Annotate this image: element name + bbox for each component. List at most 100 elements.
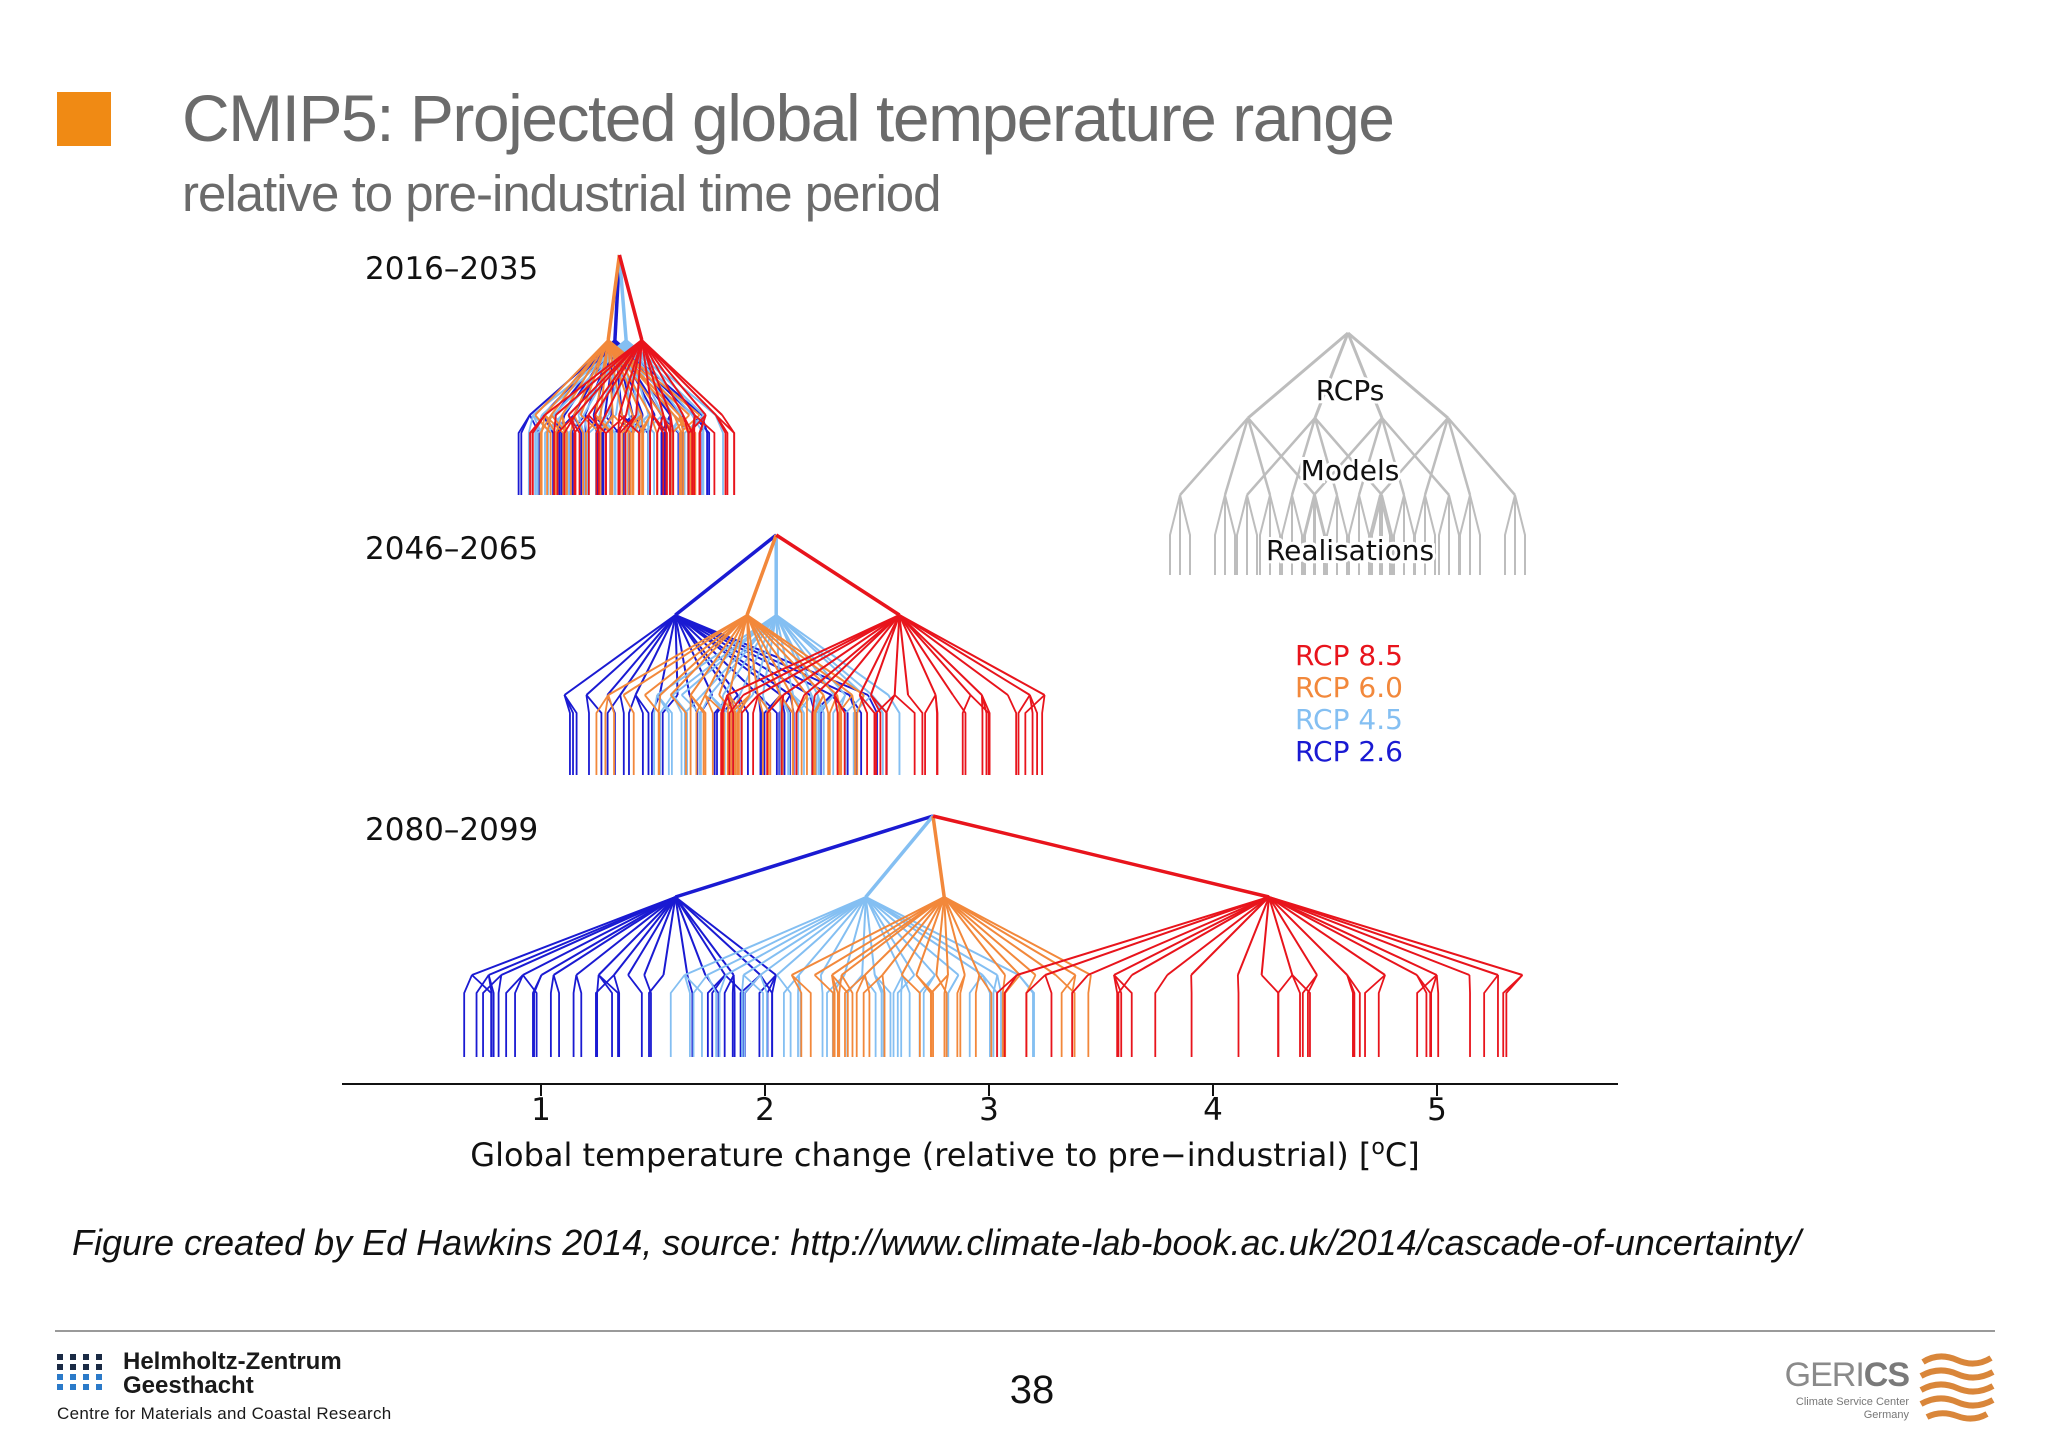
model-branch: [746, 614, 808, 696]
realisation-branch: [585, 694, 590, 775]
realisation-branch: [607, 694, 615, 775]
realisation-branch: [497, 974, 503, 1057]
realisation-branch: [606, 694, 621, 775]
realisation-branch: [870, 694, 882, 775]
realisation-branch: [596, 974, 600, 1057]
schematic-branch: [1336, 494, 1348, 575]
realisation-branch: [1291, 974, 1301, 1057]
realisation-branch: [482, 974, 502, 1057]
realisation-branch: [1028, 694, 1034, 775]
realisation-branch: [546, 414, 553, 495]
slide-subtitle: relative to pre-industrial time period: [182, 165, 942, 222]
x-tick-label: 2: [755, 1092, 775, 1128]
realisation-branch: [563, 694, 578, 775]
realisation-branch: [947, 974, 960, 1057]
realisation-branch: [844, 974, 866, 1057]
realisation-branch: [552, 974, 560, 1057]
model-branch: [544, 339, 643, 416]
realisation-branch: [561, 414, 568, 495]
realisation-branch: [1364, 974, 1386, 1057]
model-branch: [943, 896, 1021, 976]
realisation-branch: [892, 974, 904, 1057]
realisation-branch: [934, 694, 938, 775]
realisation-branch: [815, 694, 835, 775]
realisation-branch: [522, 974, 538, 1057]
realisation-branch: [961, 694, 972, 775]
realisation-branch: [739, 974, 761, 1057]
realisation-branch: [822, 694, 830, 775]
model-branch: [776, 896, 867, 976]
model-branch: [858, 614, 901, 696]
model-branch: [1016, 896, 1270, 976]
realisation-branch: [741, 974, 745, 1057]
realisation-branch: [981, 694, 991, 775]
realisation-branch: [838, 974, 843, 1057]
model-branch: [869, 614, 901, 696]
realisation-branch: [563, 694, 574, 775]
schematic-branch: [1291, 494, 1303, 575]
realisation-branch: [924, 694, 937, 775]
realisation-branch: [935, 974, 948, 1057]
realisation-branch: [875, 694, 896, 775]
model-branch: [585, 614, 677, 696]
realisation-branch: [657, 694, 662, 775]
model-branch: [915, 896, 946, 976]
schematic-branch: [1281, 494, 1293, 575]
realisation-branch: [728, 694, 745, 775]
rcp-branch: [931, 815, 946, 898]
schematic-branch: [1246, 417, 1272, 496]
model-branch: [574, 339, 643, 416]
realisation-branch: [996, 974, 1018, 1057]
model-branch: [627, 896, 677, 976]
realisation-branch: [980, 694, 988, 775]
model-branch: [725, 896, 867, 976]
model-branch: [782, 614, 900, 696]
model-branch: [865, 896, 936, 976]
model-branch: [814, 896, 945, 976]
model-branch: [738, 614, 778, 696]
model-branch: [674, 614, 739, 696]
rcp-branch: [674, 814, 934, 899]
realisation-branch: [669, 694, 687, 775]
realisation-branch: [771, 974, 777, 1057]
realisation-branch: [1087, 974, 1092, 1057]
legend-item: RCP 6.0: [1295, 671, 1403, 704]
realisation-branch: [1029, 694, 1039, 775]
realisation-branch: [831, 974, 849, 1057]
model-branch: [674, 896, 735, 976]
realisation-branch: [1007, 694, 1018, 775]
panel-label: 2080–2099: [365, 812, 538, 848]
realisation-branch: [832, 694, 847, 775]
model-branch: [775, 614, 873, 696]
model-branch: [1260, 896, 1270, 976]
model-branch: [607, 339, 681, 416]
realisation-branch: [704, 694, 725, 775]
model-branch: [1268, 896, 1418, 976]
realisation-branch: [539, 414, 552, 495]
realisation-branch: [514, 974, 524, 1057]
schematic-branch: [1381, 494, 1393, 575]
realisation-branch: [1113, 974, 1123, 1057]
x-axis-label: Global temperature change (relative to p…: [470, 1135, 1419, 1174]
model-branch: [900, 896, 946, 976]
realisation-branch: [907, 694, 924, 775]
realisation-branch: [779, 694, 784, 775]
realisation-branch: [790, 694, 794, 775]
schematic-branch: [1313, 332, 1350, 419]
realisation-branch: [624, 414, 638, 495]
model-branch: [757, 614, 900, 696]
realisation-branch: [598, 414, 617, 495]
schematic-branch: [1169, 494, 1181, 575]
realisation-branch: [837, 694, 853, 775]
schematic-label: Realisations: [1266, 534, 1434, 567]
schematic-branch: [1290, 417, 1317, 496]
cascade-trees: [463, 254, 1524, 1057]
model-branch: [864, 896, 904, 976]
realisation-branch: [881, 974, 886, 1057]
rcp-branch: [932, 814, 1270, 899]
model-branch: [791, 896, 945, 976]
schematic-branch: [1224, 494, 1236, 575]
realisation-branch: [819, 974, 824, 1057]
schematic-branch: [1259, 494, 1271, 575]
realisation-branch: [656, 414, 665, 495]
